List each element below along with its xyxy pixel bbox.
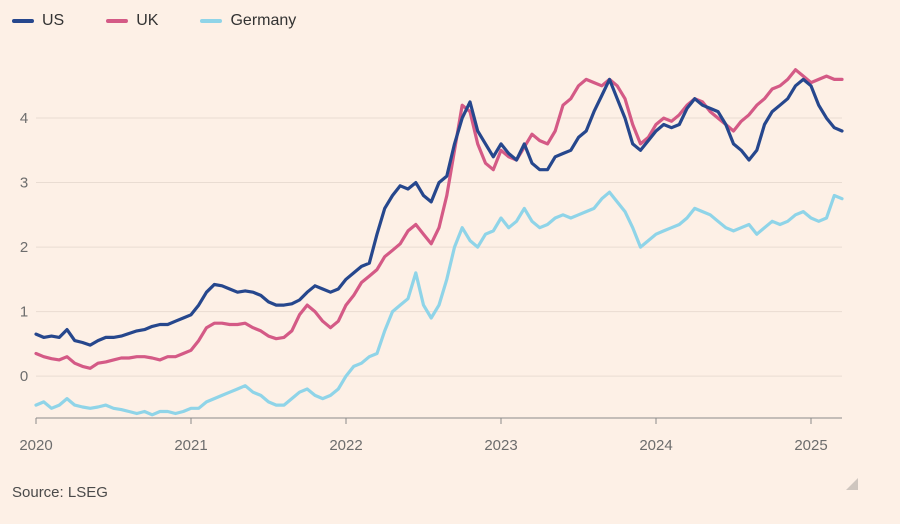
legend-item-us[interactable]: US [12,12,64,30]
x-tick-label-2020: 2020 [19,437,52,454]
legend-item-germany[interactable]: Germany [200,12,296,30]
x-tick-label-2023: 2023 [484,437,517,454]
y-tick-label-1: 1 [20,304,28,321]
x-tick-label-2025: 2025 [794,437,827,454]
y-tick-label-0: 0 [20,368,28,385]
legend-swatch-uk [106,19,129,23]
x-tick-label-2024: 2024 [639,437,672,454]
legend-swatch-germany [200,19,223,23]
x-tick-label-2022: 2022 [329,437,362,454]
legend-label-us: US [42,12,65,29]
series-line-germany [34,190,844,417]
series-line-us [34,77,844,347]
legend-swatch-us [12,19,34,23]
x-tick-label-2021: 2021 [174,437,207,454]
legend-item-uk[interactable]: UK [106,12,158,30]
legend: US UK Germany [12,12,338,30]
y-tick-label-3: 3 [20,175,28,192]
legend-label-uk: UK [136,12,159,29]
legend-label-germany: Germany [230,12,297,29]
y-tick-label-2: 2 [20,239,28,256]
source-note: Source: LSEG [12,484,108,501]
resize-handle[interactable] [846,478,858,490]
y-tick-label-4: 4 [20,110,28,127]
